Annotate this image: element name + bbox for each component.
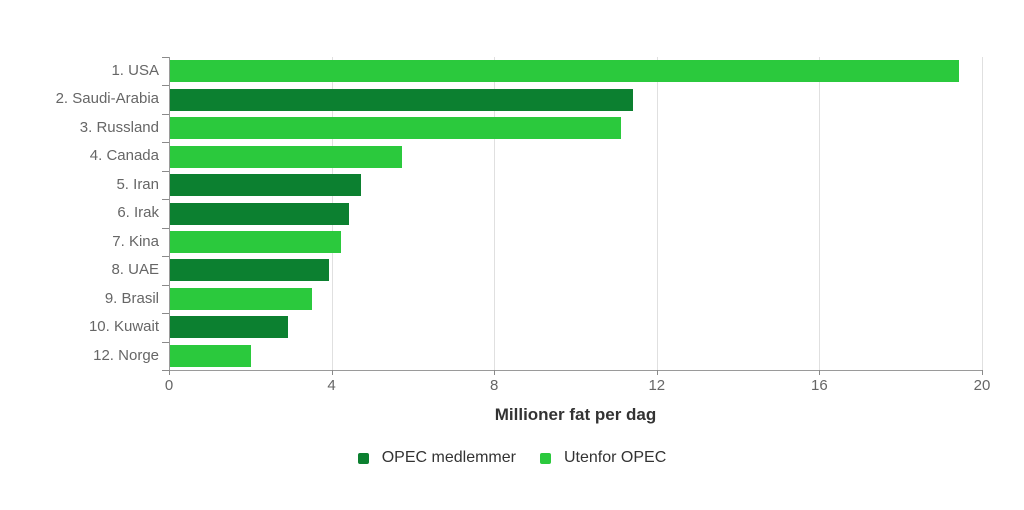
bar-2-saudi-arabia[interactable]: [170, 88, 634, 111]
legend-label: Utenfor OPEC: [563, 449, 667, 466]
bar-6-irak[interactable]: [170, 202, 349, 225]
x-tick-label: 0: [164, 377, 174, 394]
y-axis-tick: [162, 85, 169, 86]
bar-10-kuwait[interactable]: [170, 316, 288, 339]
x-axis-tick: [819, 370, 821, 375]
legend: OPEC medlemmer Utenfor OPEC: [0, 446, 1024, 470]
y-axis-tick: [162, 57, 169, 58]
category-label: 10. Kuwait: [88, 318, 159, 336]
x-tick-label: 4: [327, 377, 336, 394]
category-label: 4. Canada: [89, 147, 159, 165]
category-label: 6. Irak: [117, 204, 159, 222]
y-axis-line: [169, 57, 170, 370]
bar-8-uae[interactable]: [170, 259, 329, 282]
category-label: 12. Norge: [93, 346, 159, 364]
y-axis-tick: [162, 370, 169, 371]
gridline: [656, 57, 658, 370]
x-axis-tick: [982, 370, 983, 375]
legend-item-opec[interactable]: OPEC medlemmer: [357, 449, 516, 467]
category-label: 5. Iran: [116, 175, 159, 193]
x-tick-label: 8: [490, 377, 499, 394]
legend-item-utenfor[interactable]: Utenfor OPEC: [539, 449, 667, 467]
y-axis-tick: [162, 256, 169, 257]
x-axis-tick: [656, 370, 658, 375]
y-axis-tick: [162, 171, 169, 172]
category-label: 1. USA: [111, 62, 159, 79]
y-axis-tick: [162, 285, 169, 286]
legend-label: OPEC medlemmer: [381, 449, 516, 466]
x-axis-tick: [494, 370, 496, 375]
category-label: 3. Russland: [79, 118, 159, 136]
gridline: [494, 57, 496, 370]
y-axis-tick: [162, 142, 169, 143]
category-label: 9. Brasil: [104, 289, 159, 307]
bar-12-norge[interactable]: [170, 344, 252, 367]
bar-9-brasil[interactable]: [170, 287, 313, 310]
y-axis-tick: [162, 228, 169, 229]
gridline: [982, 57, 983, 370]
bar-1-usa[interactable]: [170, 60, 959, 83]
x-tick-label: 20: [973, 377, 991, 394]
gridline: [819, 57, 821, 370]
x-tick-label: 16: [811, 377, 828, 394]
bar-3-russland[interactable]: [170, 117, 622, 140]
category-label: 7. Kina: [112, 232, 159, 250]
category-label: 2. Saudi-Arabia: [55, 90, 159, 108]
y-axis-tick: [162, 199, 169, 200]
x-tick-label: 12: [648, 377, 666, 394]
bar-4-canada[interactable]: [170, 145, 402, 168]
legend-swatch-opec: [357, 452, 369, 464]
x-axis-tick: [331, 370, 333, 375]
x-axis-tick: [169, 370, 170, 375]
y-axis-tick: [162, 313, 169, 314]
x-axis-title: Millioner fat per dag: [494, 405, 657, 424]
y-axis-tick: [162, 342, 169, 343]
x-axis-line: [169, 370, 982, 371]
legend-swatch-utenfor: [539, 452, 551, 464]
category-label: 8. UAE: [111, 261, 159, 279]
bar-7-kina[interactable]: [170, 230, 341, 253]
bar-5-iran[interactable]: [170, 174, 362, 197]
y-axis-tick: [162, 114, 169, 115]
